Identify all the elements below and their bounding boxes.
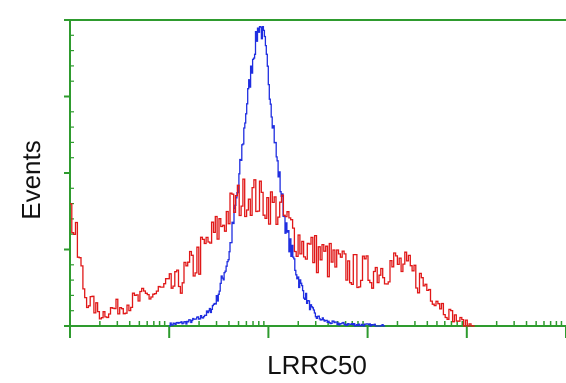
series-group [70,26,475,327]
x-axis-label: LRRC50 [267,350,367,380]
y-axis-label: Events [16,140,46,220]
series-line-red [70,178,475,327]
series-line-blue [169,26,386,327]
plot-frame [69,19,566,327]
axis-ticks [64,19,566,338]
